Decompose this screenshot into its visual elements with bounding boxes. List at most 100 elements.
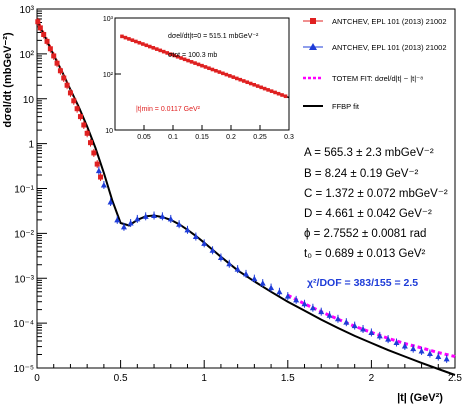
red-data-point [44,38,50,44]
param-d: D = 4.661 ± 0.042 GeV⁻² [304,208,432,220]
blue-data-point [284,293,291,299]
inset-frame [114,17,290,131]
inset-data-point [269,89,274,93]
blue-data-point [360,325,367,332]
blue-data-point [343,319,350,325]
x-tick-label: 1.5 [281,373,295,384]
blue-data-point [443,355,450,362]
inset-x-tick-label: 0.2 [226,134,236,141]
blue-data-point [226,260,233,267]
inset-label-tmin: |t|min = 0.0117 GeV² [136,106,201,113]
inset-data-point [266,88,270,92]
inset-data-point [151,46,156,50]
red-data-point [71,98,77,104]
blue-data-point [201,240,208,246]
blue-data-point [167,215,174,222]
x-tick-label: 2 [369,373,375,384]
inset-y-tick-label: 10² [103,72,114,79]
blue-data-point [243,270,249,277]
red-data-point [61,75,67,81]
inset-x-tick-label: 0.05 [137,134,151,141]
blue-data-point [192,233,199,240]
param-t0: t₀ = 0.689 ± 0.013 GeV² [304,248,426,260]
inset-data-point [158,48,163,53]
inset-x-tick-label: 0.3 [284,134,294,141]
red-data-point [67,90,73,96]
inset-x-tick-label: 0.25 [253,134,267,141]
blue-data-point [301,300,308,307]
red-data-point [37,25,43,31]
blue-data-point [368,329,375,335]
inset-data-point [245,80,250,85]
red-data-point [94,161,100,167]
x-tick-label: 1 [201,373,207,384]
y-tick-label: 10⁻² [14,229,34,240]
inset-data-point [221,71,225,76]
inset-data-point [172,53,176,58]
inset-x-tick-label: 0.15 [195,134,209,141]
blue-data-point [376,332,383,339]
blue-data-point [107,199,114,205]
blue-data-point [209,247,216,253]
legend-marker-red-square [310,18,316,24]
legend-entry-4: FFBP fit [332,102,360,111]
inset-y-tick-label: 10 [105,128,113,135]
inset-data-point [154,47,159,51]
blue-data-point [309,304,316,311]
blue-data-point [426,350,433,357]
red-data-point [64,82,70,88]
red-data-point [54,60,60,66]
y-tick-label: 1 [28,140,34,151]
inset-data-point [235,76,239,81]
inset-data-point [276,91,281,96]
red-data-point [98,174,104,180]
blue-data-point [351,322,358,329]
blue-data-point [176,221,183,227]
blue-data-point [435,353,442,360]
inset-data-point [165,51,169,55]
y-tick-label: 10⁻¹ [14,185,34,196]
inset-data-point [241,79,246,83]
red-data-point [47,46,53,52]
x-tick-label: 0.5 [114,373,128,384]
inset-data-point [217,70,222,74]
inset-data-point [255,84,260,88]
inset-data-point [283,94,288,99]
inset-data-point [179,56,183,60]
param-phi: ϕ = 2.7552 ± 0.0081 rad [304,228,426,240]
inset-data-point [203,65,208,69]
blue-data-point [127,220,134,226]
inset-data-point [148,44,152,49]
blue-data-point [234,266,241,272]
blue-data-point [184,226,191,233]
inset-data-point [262,86,267,91]
param-b: B = 8.24 ± 0.19 GeV⁻² [304,168,419,180]
blue-data-point [151,212,158,219]
inset-data-point [259,85,263,90]
inset-data-point [189,60,194,64]
blue-data-point [393,339,400,346]
inset-data-point [144,43,149,48]
red-data-point [91,150,97,156]
y-tick-label: 10⁻³ [14,274,34,285]
y-axis-label: dσel/dt (mbGeV⁻²) [2,32,14,128]
inset-x-tick-label: 0.1 [168,134,178,141]
inset-data-point [161,49,166,54]
blue-data-point [410,345,417,352]
inset-data-point [231,75,236,79]
inset-data-point [193,61,197,65]
inset-label-dsdt0: dσel/dt|t=0 = 515.1 mbGeV⁻² [168,33,259,40]
inset-data-point [186,58,190,63]
legend: ANTCHEV, EPL 101 (2013) 21002 ANTCHEV, E… [303,17,447,111]
inset-data-point [200,63,204,68]
red-data-point [84,130,90,136]
inset-data-point [207,66,211,71]
blue-data-point [217,254,224,260]
inset-data-point [168,52,173,57]
fit-parameters: A = 565.3 ± 2.3 mbGeV⁻² B = 8.24 ± 0.19 … [304,147,448,260]
inset-label-sigma-tot: σtot = 100.3 mb [168,52,217,59]
red-data-point [81,122,87,128]
inset-data-point [196,62,201,67]
